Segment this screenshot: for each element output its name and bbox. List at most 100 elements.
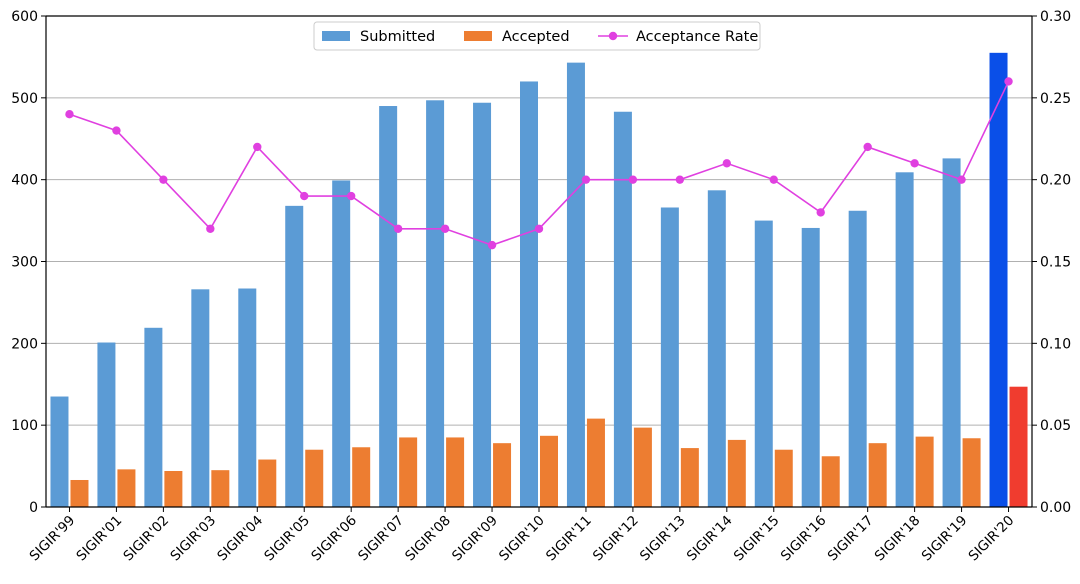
y-left-tick-label: 300	[11, 255, 38, 271]
rate-point	[534, 224, 544, 233]
rate-point	[628, 175, 638, 184]
bar-submitted	[895, 172, 914, 507]
bar-accepted	[633, 427, 652, 507]
rate-point	[816, 208, 825, 217]
rate-point	[722, 159, 732, 168]
bar-accepted	[70, 479, 89, 507]
y-right-tick-label: 0.00	[1040, 500, 1071, 516]
y-right-tick-label: 0.10	[1040, 336, 1071, 352]
x-tick-label: SIGIR'07	[355, 513, 407, 565]
x-tick-label: SIGIR'01	[73, 513, 125, 565]
bar-accepted	[211, 470, 230, 507]
y-left-tick-label: 600	[11, 9, 38, 25]
x-tick-label: SIGIR'03	[167, 513, 219, 565]
bar-submitted	[473, 102, 492, 507]
rate-point	[487, 240, 497, 250]
rate-point	[300, 191, 309, 201]
x-tick-label: SIGIR'99	[26, 513, 78, 565]
rate-point	[346, 191, 356, 201]
bar-accepted	[680, 448, 699, 507]
bar-accepted	[962, 438, 981, 507]
bar-submitted	[801, 227, 820, 507]
bar-accepted	[774, 449, 793, 507]
legend-label-submitted: Submitted	[360, 29, 435, 45]
bar-submitted	[707, 190, 726, 507]
x-tick-label: SIGIR'20	[966, 513, 1018, 565]
x-tick-label: SIGIR'18	[872, 513, 924, 565]
y-left-tick-label: 500	[11, 91, 38, 107]
bar-submitted	[238, 288, 257, 507]
x-tick-label: SIGIR'16	[778, 513, 830, 565]
bar-submitted	[144, 327, 163, 507]
bars	[50, 52, 1028, 508]
rate-line	[65, 77, 1013, 250]
rate-point	[393, 224, 403, 233]
y-left-tick-label: 200	[11, 336, 38, 352]
y-right-tick-label: 0.30	[1040, 9, 1071, 25]
x-tick-label: SIGIR'06	[308, 513, 360, 565]
y-right-tick-label: 0.25	[1040, 91, 1071, 107]
legend-marker-rate	[608, 31, 618, 41]
bar-submitted	[754, 220, 773, 508]
legend-label-rate: Acceptance Rate	[636, 29, 758, 45]
rate-point	[112, 126, 121, 135]
rate-point	[206, 224, 215, 233]
bar-accepted	[258, 459, 277, 507]
bar-submitted	[989, 52, 1008, 507]
rate-point	[1004, 77, 1013, 86]
bar-submitted	[566, 62, 585, 508]
bar-submitted	[191, 289, 210, 507]
bar-accepted	[868, 443, 887, 507]
bar-submitted	[848, 210, 867, 507]
rate-point	[910, 159, 919, 168]
bar-accepted	[305, 449, 324, 507]
x-tick-label: SIGIR'02	[120, 513, 172, 565]
bar-accepted	[446, 437, 465, 507]
x-tick-label: SIGIR'05	[261, 513, 313, 565]
rate-point	[65, 110, 74, 119]
bar-submitted	[379, 106, 398, 508]
x-tick-label: SIGIR'14	[684, 513, 736, 565]
bar-submitted	[520, 81, 538, 507]
x-tick-label: SIGIR'10	[496, 513, 548, 565]
bar-submitted	[97, 342, 116, 507]
rate-point	[863, 142, 872, 152]
bar-accepted	[352, 447, 371, 507]
x-tick-label: SIGIR'08	[402, 513, 454, 565]
bar-submitted	[613, 111, 632, 508]
rate-point	[769, 175, 778, 184]
legend-label-accepted: Accepted	[502, 29, 570, 45]
bar-accepted	[540, 435, 558, 507]
bar-accepted	[399, 437, 418, 507]
legend-swatch-accepted	[464, 31, 492, 41]
y-right-tick-label: 0.20	[1040, 173, 1071, 189]
rate-point	[581, 175, 591, 184]
x-tick-label: SIGIR'12	[590, 513, 642, 565]
rate-point	[675, 175, 685, 184]
bar-submitted	[285, 205, 304, 507]
bar-submitted	[426, 100, 445, 507]
rate-polyline	[69, 81, 1010, 246]
x-tick-label: SIGIR'17	[825, 513, 877, 565]
legend-swatch-submitted	[322, 31, 350, 41]
rate-point	[253, 142, 262, 152]
bar-submitted	[332, 180, 351, 508]
y-left-tick-label: 0	[29, 500, 38, 516]
legend: Submitted Accepted Acceptance Rate	[313, 21, 761, 51]
bar-submitted	[660, 207, 679, 508]
bar-accepted	[493, 443, 512, 507]
bar-submitted	[50, 396, 69, 507]
x-tick-label: SIGIR'04	[214, 513, 266, 565]
x-tick-label: SIGIR'15	[731, 513, 783, 565]
rate-point	[159, 175, 168, 184]
bar-accepted	[821, 456, 840, 507]
bar-accepted	[1009, 386, 1028, 507]
y-left-tick-label: 100	[11, 418, 38, 434]
y-left-tick-label: 400	[11, 173, 38, 189]
rate-point	[957, 175, 966, 184]
x-tick-label: SIGIR'09	[449, 513, 501, 565]
y-right-tick-label: 0.05	[1040, 418, 1071, 434]
x-tick-label: SIGIR'11	[543, 513, 595, 565]
